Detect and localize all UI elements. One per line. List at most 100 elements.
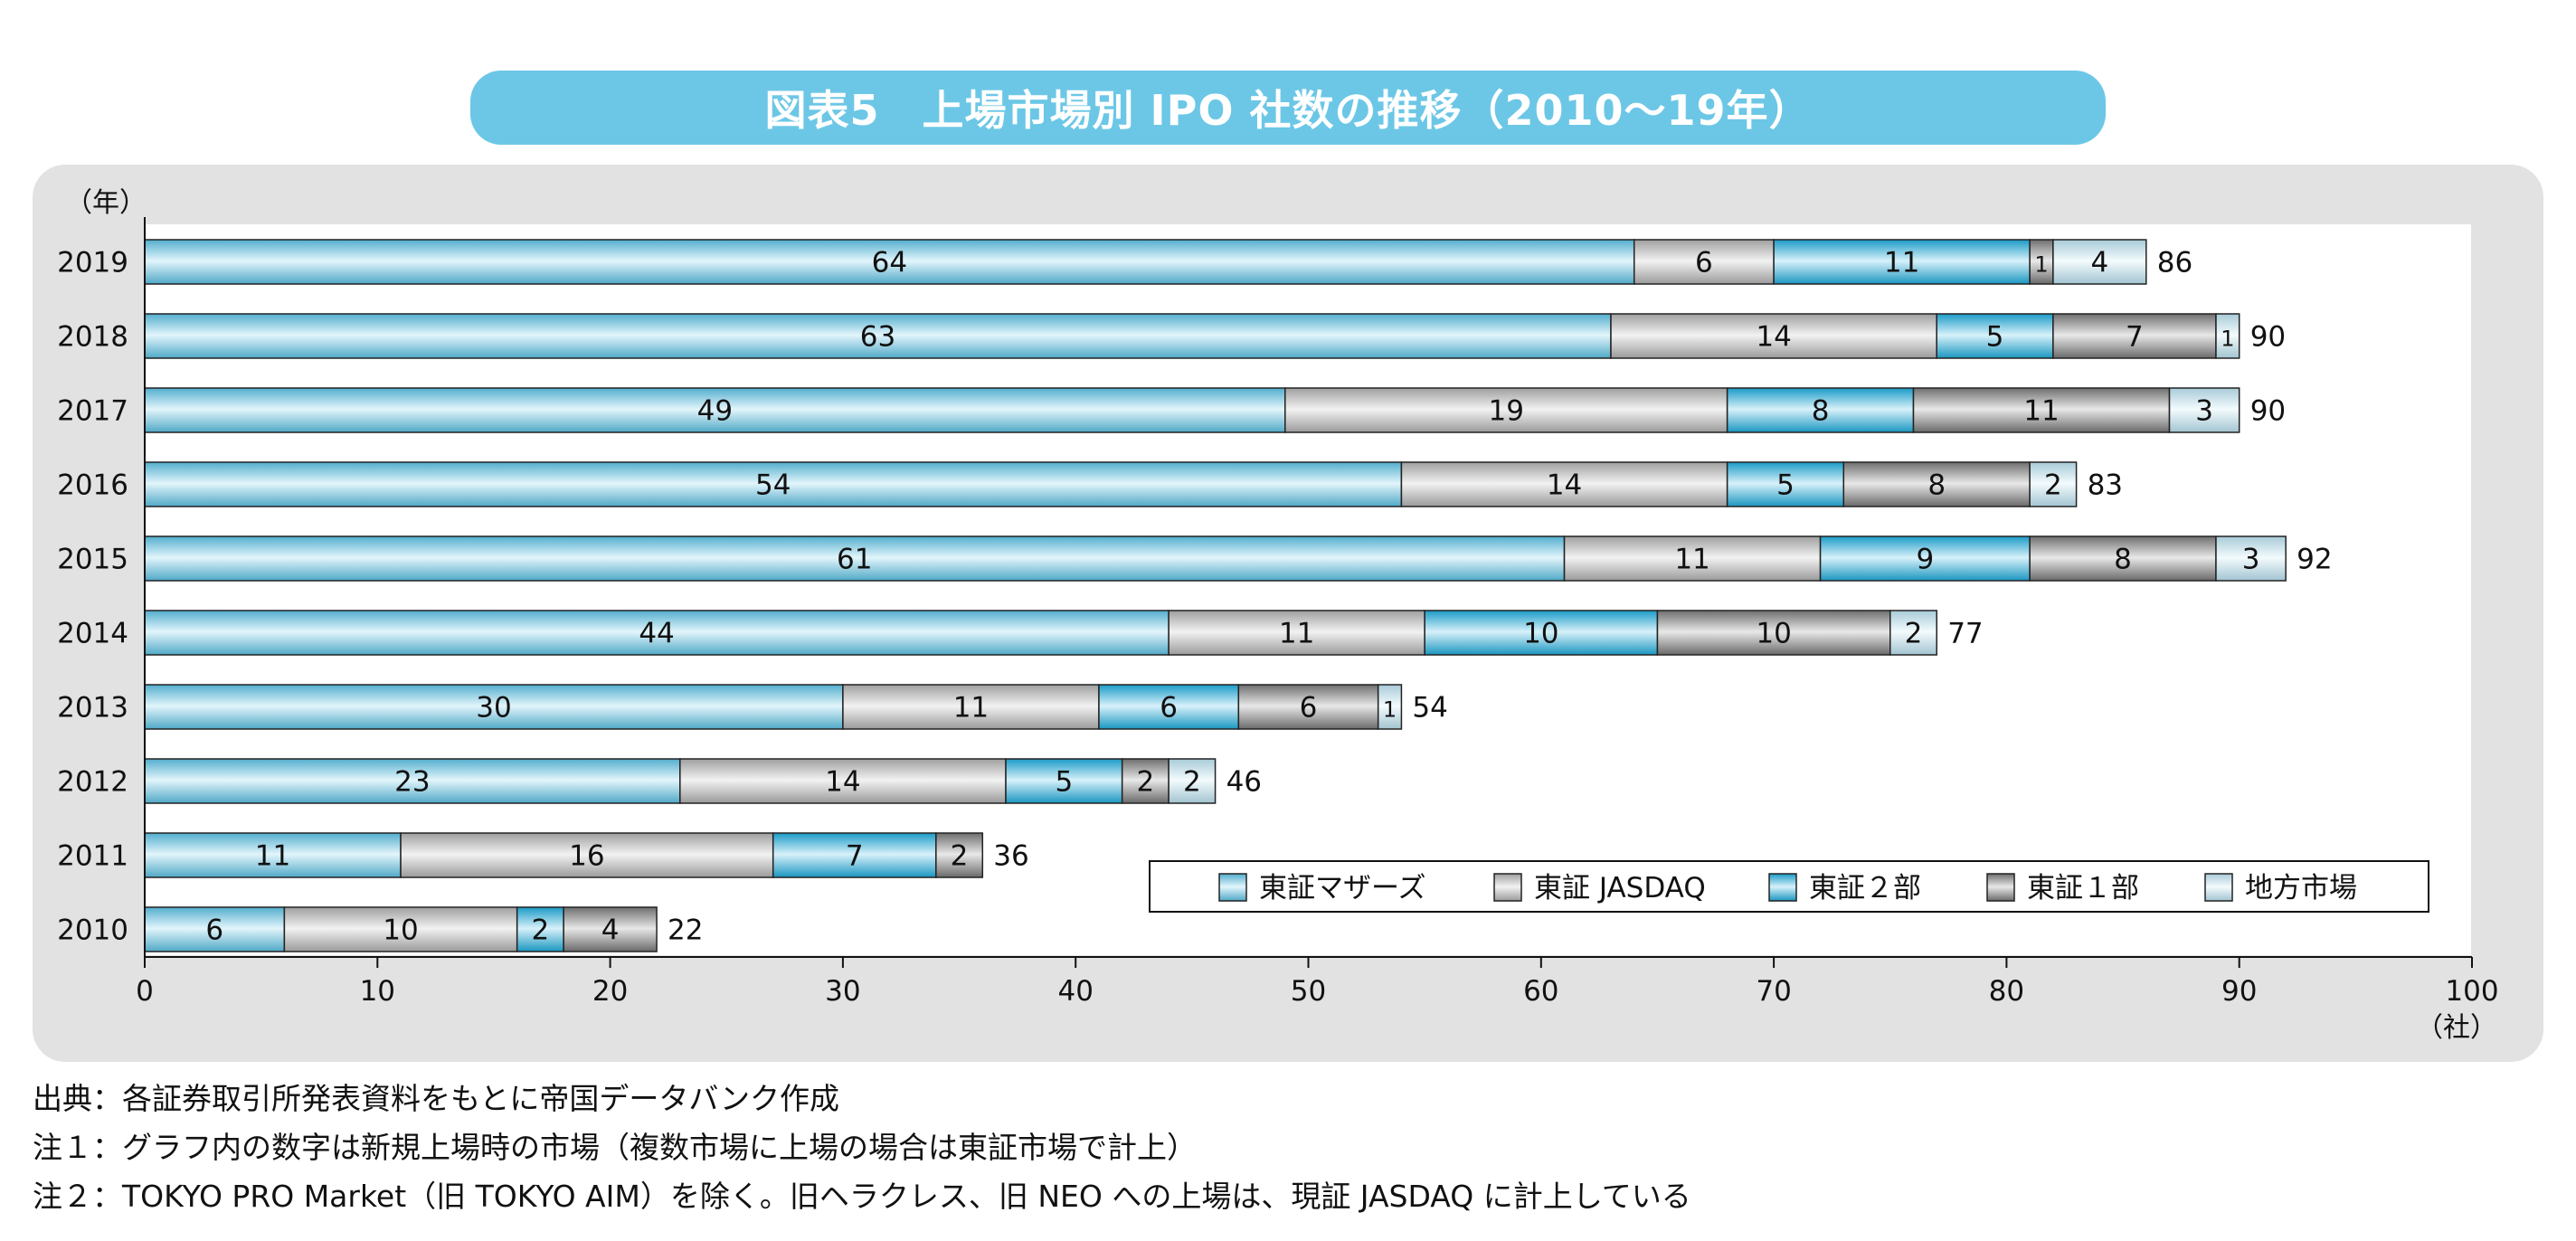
bar-segment-2019-2 (1633, 239, 1775, 285)
bar-value-label: 61 (837, 544, 872, 576)
bar-value-label: 3 (2242, 544, 2260, 576)
category-label-2016: 2016 (57, 469, 128, 502)
bar-total-label: 83 (2088, 469, 2123, 502)
bar-segment-2018-4 (2052, 313, 2217, 359)
bar-segment-2014-2 (1168, 610, 1425, 656)
bar-value-label: 7 (846, 840, 864, 873)
bar-segment-2013-5 (1377, 684, 1403, 730)
bar-value-label: 3 (2195, 395, 2213, 428)
bar-value-label: 10 (1523, 618, 1558, 650)
bar-value-label: 11 (1884, 247, 1919, 279)
bar-total-label: 22 (668, 914, 703, 947)
category-label-2014: 2014 (57, 618, 128, 650)
bar-segment-2015-5 (2215, 535, 2287, 582)
bar-value-label: 64 (872, 247, 907, 279)
bar-total-label: 90 (2250, 395, 2286, 428)
bar-value-label: 2 (1183, 766, 1201, 799)
x-unit-label: （社） (2416, 1012, 2497, 1044)
bar-total-label: 90 (2250, 321, 2286, 354)
x-tick-label: 10 (360, 975, 395, 1008)
bar-segment-2019-4 (2029, 239, 2054, 285)
bar-segment-2012-5 (1168, 758, 1217, 804)
category-label-2015: 2015 (57, 544, 128, 576)
legend-swatch (1493, 873, 1522, 902)
bar-value-label: 8 (1812, 395, 1830, 428)
bar-segment-2017-3 (1726, 387, 1915, 433)
bar-segment-2012-1 (144, 758, 681, 804)
bar-segment-2012-2 (679, 758, 1007, 804)
bar-value-label: 8 (2114, 544, 2132, 576)
bar-segment-2010-4 (563, 906, 658, 952)
bar-value-label: 1 (1383, 697, 1397, 723)
bar-segment-2019-3 (1773, 239, 2031, 285)
bar-value-label: 54 (755, 469, 791, 502)
legend-label: 東証２部 (1809, 872, 1921, 905)
bar-value-label: 2 (1905, 618, 1923, 650)
bar-segment-2013-1 (144, 684, 844, 730)
bar-value-label: 4 (2090, 247, 2108, 279)
x-tick-label: 60 (1523, 975, 1558, 1008)
bar-value-label: 11 (255, 840, 290, 873)
bar-value-label: 30 (476, 692, 511, 725)
bar-segment-2016-2 (1400, 461, 1728, 507)
chart-title: 図表5 上場市場別 IPO 社数の推移（2010〜19年） (470, 71, 2106, 145)
bar-segment-2016-3 (1726, 461, 1845, 507)
bar-segment-2014-5 (1889, 610, 1937, 656)
bar-segment-2017-4 (1912, 387, 2171, 433)
y-unit-label: （年） (65, 187, 147, 219)
bar-segment-2011-1 (144, 832, 402, 878)
bar-total-label: 92 (2297, 544, 2332, 576)
category-label-2018: 2018 (57, 321, 128, 354)
x-tick-label: 90 (2221, 975, 2257, 1008)
bar-value-label: 6 (205, 914, 223, 947)
bar-segment-2019-1 (144, 239, 1635, 285)
bar-segment-2018-2 (1610, 313, 1937, 359)
bar-value-label: 6 (1695, 247, 1713, 279)
bar-segment-2013-3 (1098, 684, 1240, 730)
notes-block: 出典：各証券取引所発表資料をもとに帝国データバンク作成 注１：グラフ内の数字は新… (33, 1075, 1691, 1221)
bar-total-label: 36 (993, 840, 1028, 873)
x-tick-label: 30 (825, 975, 860, 1008)
bar-segment-2011-2 (400, 832, 774, 878)
note-2: 注２：TOKYO PRO Market（旧 TOKYO AIM）を除く。旧ヘラク… (33, 1179, 1691, 1214)
note-1: 注１：グラフ内の数字は新規上場時の市場（複数市場に上場の場合は東証市場で計上） (33, 1130, 1197, 1165)
bar-value-label: 10 (383, 914, 418, 947)
legend-label: 東証マザーズ (1259, 872, 1425, 905)
x-tick-label: 50 (1291, 975, 1326, 1008)
legend-swatch (1768, 873, 1797, 902)
bar-value-label: 11 (1674, 544, 1709, 576)
bar-segment-2016-1 (144, 461, 1403, 507)
x-tick-label: 20 (592, 975, 628, 1008)
bar-segment-2017-2 (1284, 387, 1728, 433)
bar-value-label: 16 (569, 840, 604, 873)
bar-value-label: 63 (860, 321, 895, 354)
bar-value-label: 6 (1300, 692, 1318, 725)
x-tick-label: 40 (1057, 975, 1093, 1008)
bar-segment-2012-3 (1005, 758, 1123, 804)
bar-total-label: 77 (1947, 618, 1983, 650)
category-label-2019: 2019 (57, 247, 128, 279)
bar-value-label: 2 (532, 914, 550, 947)
bar-value-label: 1 (2034, 252, 2048, 278)
bar-value-label: 23 (394, 766, 430, 799)
category-label-2011: 2011 (57, 840, 128, 873)
bar-value-label: 14 (825, 766, 860, 799)
bar-segment-2014-4 (1656, 610, 1891, 656)
bar-segment-2019-5 (2052, 239, 2147, 285)
bar-segment-2017-1 (144, 387, 1286, 433)
bar-value-label: 4 (601, 914, 620, 947)
bar-value-label: 8 (1927, 469, 1946, 502)
bar-value-label: 10 (1756, 618, 1791, 650)
legend-swatch (2204, 873, 2233, 902)
category-label-2017: 2017 (57, 395, 128, 428)
x-tick-label: 0 (136, 975, 154, 1008)
bar-value-label: 5 (1776, 469, 1795, 502)
x-tick-label: 100 (2445, 975, 2498, 1008)
bar-segment-2011-4 (935, 832, 984, 878)
bar-value-label: 11 (1279, 618, 1314, 650)
bar-value-label: 11 (953, 692, 989, 725)
bar-segment-2016-5 (2029, 461, 2078, 507)
bar-segment-2017-5 (2168, 387, 2240, 433)
legend-swatch (1986, 873, 2015, 902)
